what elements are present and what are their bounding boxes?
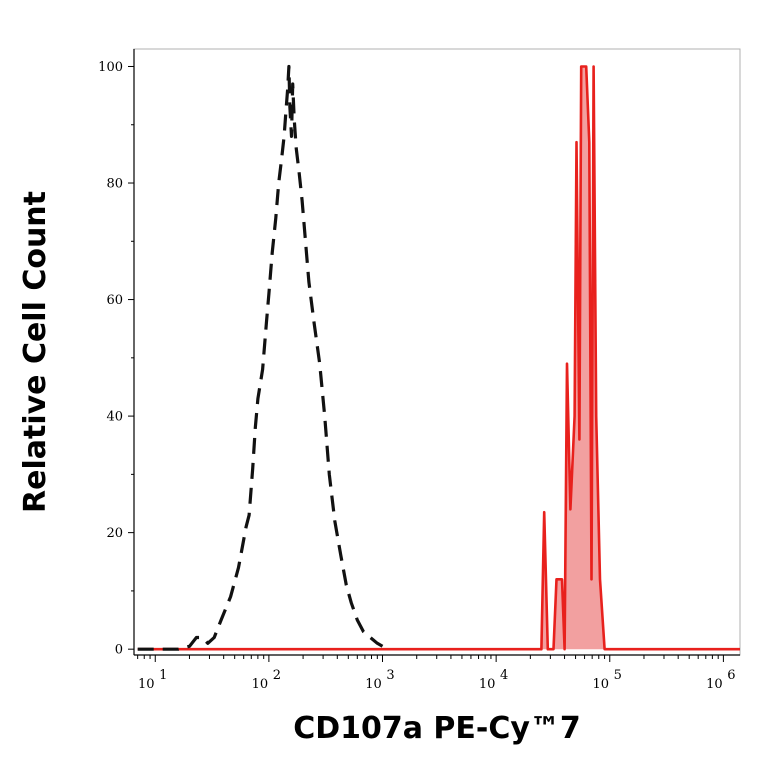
series-0-line	[137, 64, 384, 651]
series-1-line	[137, 65, 740, 651]
x-axis-ticks: 10 1 10 2 10 3 10 4 10 5 10 6	[137, 655, 736, 692]
x-tick-exponent: 6	[727, 668, 735, 683]
x-tick-label: 10	[479, 677, 496, 692]
x-tick-label: 10	[138, 677, 155, 692]
x-tick-label: 10	[592, 677, 609, 692]
y-axis-ticks: 0 20 40 60 80 100	[98, 60, 134, 658]
y-tick-label: 0	[115, 643, 123, 658]
x-axis-title: CD107a PE-Cy™7	[293, 711, 581, 746]
x-tick-label: 10	[365, 677, 382, 692]
x-tick-exponent: 2	[273, 668, 281, 683]
x-tick-label: 10	[252, 677, 269, 692]
y-tick-label: 80	[106, 177, 123, 192]
x-tick-label: 10	[706, 677, 723, 692]
plot-frame	[133, 48, 741, 656]
series-layer	[137, 64, 740, 651]
plot-area	[133, 48, 741, 656]
x-tick-exponent: 5	[614, 668, 622, 683]
y-tick-label: 100	[98, 60, 123, 75]
y-tick-label: 40	[106, 410, 123, 425]
y-tick-label: 20	[106, 526, 123, 541]
y-tick-label: 60	[106, 293, 123, 308]
y-axis-title: Relative Cell Count	[18, 191, 53, 513]
series-1-fill	[137, 66, 740, 650]
x-tick-exponent: 4	[500, 668, 508, 683]
x-tick-exponent: 3	[386, 668, 394, 683]
x-tick-exponent: 1	[159, 668, 167, 683]
